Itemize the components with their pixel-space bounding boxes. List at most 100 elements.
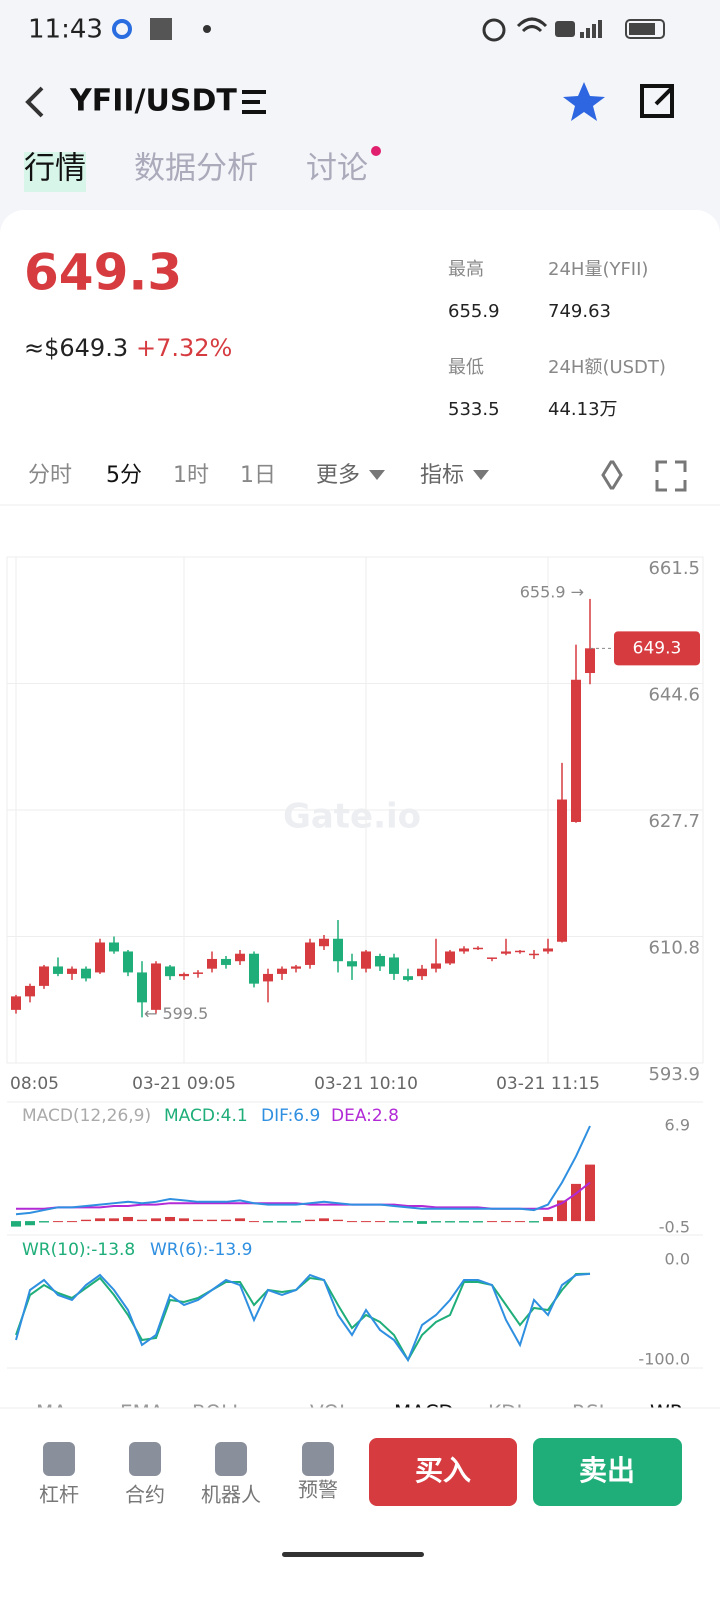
y-tick-label: -0.5 [659, 1218, 690, 1237]
candle-body [375, 955, 385, 967]
share-icon[interactable] [640, 84, 674, 118]
stat-label: 24H额(USDT) [548, 357, 666, 378]
wr6-line [15, 1272, 591, 1363]
candle-body [25, 985, 35, 997]
y-tick-label: 6.9 [665, 1116, 690, 1135]
stat-value: 655.9 [448, 301, 500, 322]
candle-body [235, 953, 245, 962]
tool-icon[interactable] [215, 1442, 247, 1476]
favorite-star[interactable] [563, 82, 605, 121]
candle-body [403, 976, 413, 980]
x-tick-label: 08:05 [10, 1074, 59, 1094]
pair-title[interactable]: YFII/USDT [69, 84, 237, 119]
interval[interactable]: 更多 [316, 463, 360, 488]
macd-bar [235, 1218, 245, 1222]
stat-label: 最高 [448, 259, 484, 280]
macd-bar [263, 1221, 273, 1223]
tool-icon[interactable] [302, 1442, 334, 1476]
macd-bar [305, 1219, 315, 1222]
low-annotation: ← 599.5 [144, 1004, 208, 1023]
stat-label: 最低 [448, 357, 484, 378]
dropdown-arrow [369, 470, 385, 480]
interval[interactable]: 分时 [28, 463, 72, 488]
candle-body [263, 973, 273, 982]
tab[interactable]: 讨论 [306, 151, 368, 187]
tool-label[interactable]: 机器人 [201, 1483, 261, 1507]
candle-body [459, 948, 469, 952]
menu-icon[interactable] [242, 90, 266, 114]
candle-body [67, 968, 77, 974]
macd-bar [389, 1221, 399, 1223]
candle-body [137, 972, 147, 1003]
dropdown-arrow [473, 470, 489, 480]
stat-label: 24H量(YFII) [548, 259, 648, 280]
macd-title: MACD(12,26,9) [22, 1106, 151, 1126]
stat-value: 533.5 [448, 399, 500, 420]
settings-icon[interactable] [601, 460, 623, 490]
stat-value: 749.63 [548, 301, 611, 322]
tool-icon[interactable] [129, 1442, 161, 1476]
sell-button[interactable] [533, 1438, 682, 1506]
interval[interactable]: 1时 [173, 463, 209, 488]
candle-body [361, 951, 371, 969]
sell-label[interactable]: 卖出 [579, 1454, 635, 1487]
macd-bar [25, 1221, 35, 1226]
y-tick-label: 593.9 [648, 1064, 700, 1085]
candle-body [319, 938, 329, 947]
price-change: +7.32% [136, 334, 232, 362]
candle-body [585, 648, 595, 674]
macd-bar [557, 1200, 567, 1222]
status-icon [580, 20, 602, 38]
candle-body [389, 957, 399, 974]
x-tick-label: 03-21 10:10 [314, 1074, 418, 1094]
macd-bar [291, 1221, 301, 1223]
candle-body [95, 942, 105, 973]
candle-body [221, 958, 231, 965]
candle-body [333, 938, 343, 962]
tool-label[interactable]: 合约 [125, 1483, 165, 1507]
stat-value: 44.13万 [548, 399, 618, 420]
candle-body [571, 679, 581, 822]
status-icon [150, 18, 172, 40]
x-tick-label: 03-21 11:15 [496, 1074, 600, 1094]
tab[interactable]: 行情 [24, 151, 86, 187]
candle-body [179, 973, 189, 977]
macd-bar [207, 1219, 217, 1222]
interval[interactable]: 5分 [106, 463, 142, 488]
tool-label[interactable]: 预警 [298, 1478, 338, 1502]
macd-bar [361, 1221, 371, 1223]
usd-price: ≈$649.3 [24, 334, 128, 362]
candle-body [291, 966, 301, 969]
tool-icon[interactable] [43, 1442, 75, 1476]
dif-value: DIF:6.9 [261, 1106, 320, 1126]
macd-bar [109, 1218, 119, 1222]
home-indicator [282, 1552, 424, 1557]
interval[interactable]: 1日 [240, 463, 276, 488]
battery [625, 19, 665, 39]
macd-bar [417, 1221, 427, 1224]
tab[interactable]: 数据分析 [134, 151, 258, 187]
dea-value: DEA:2.8 [331, 1106, 399, 1126]
candle-body [487, 957, 497, 959]
macd-bar [53, 1221, 63, 1223]
macd-bar [11, 1221, 21, 1227]
candle-body [557, 799, 567, 942]
fullscreen-icon[interactable] [655, 460, 687, 492]
last-price: 649.3 [24, 244, 182, 302]
candle-body [165, 966, 175, 977]
status-icon [516, 17, 548, 33]
macd-bar [249, 1221, 259, 1223]
candle-body [249, 953, 259, 984]
y-tick-label: 644.6 [648, 685, 700, 706]
back-button[interactable] [25, 86, 44, 118]
buy-button[interactable] [369, 1438, 517, 1506]
candle-body [347, 961, 357, 967]
buy-label[interactable]: 买入 [415, 1454, 471, 1487]
macd-bar [431, 1221, 441, 1223]
candle-body [417, 968, 427, 977]
interval[interactable]: 指标 [420, 463, 464, 488]
battery [629, 23, 655, 35]
tool-label[interactable]: 杠杆 [39, 1483, 79, 1507]
macd-bar [375, 1221, 385, 1223]
macd-bar [529, 1221, 539, 1223]
